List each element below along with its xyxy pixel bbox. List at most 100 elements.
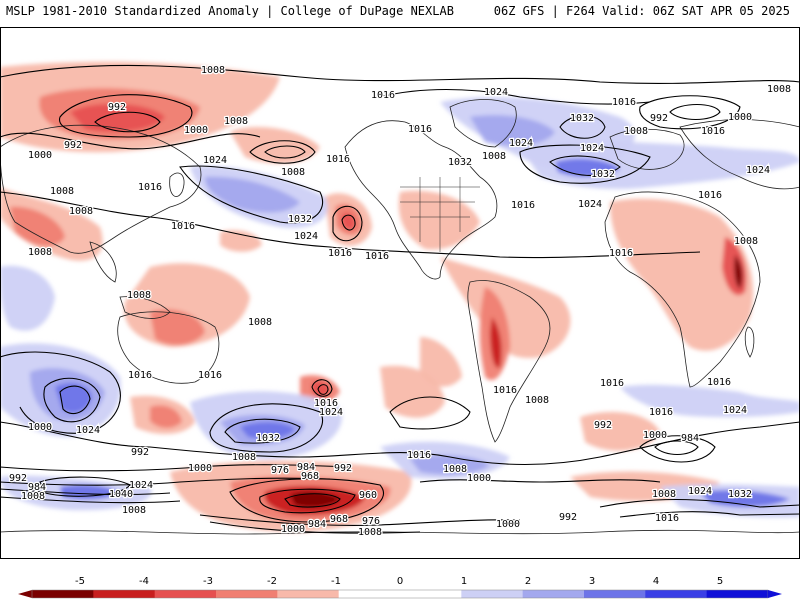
anomaly-region-pos1 xyxy=(620,384,800,418)
colorbar-segment xyxy=(338,590,401,598)
isobar-label: 1000 xyxy=(496,519,520,530)
isobar-label: 1016 xyxy=(408,124,432,135)
isobar-label: 1016 xyxy=(701,126,725,137)
anomaly-region-neg2 xyxy=(10,206,65,247)
anomaly-region-neg2 xyxy=(150,309,205,346)
colorbar-tick-label: -4 xyxy=(139,576,149,587)
isobar-label: 1008 xyxy=(50,186,74,197)
isobar-label: 1000 xyxy=(188,463,212,474)
isobar-label: 1016 xyxy=(198,370,222,381)
isobar-label: 1016 xyxy=(707,377,731,388)
isobar-label: 1008 xyxy=(127,290,151,301)
isobar-label: 1032 xyxy=(448,157,472,168)
isobar-label: 1016 xyxy=(493,385,517,396)
isobar-label: 1008 xyxy=(28,247,52,258)
isobar-label: 1000 xyxy=(728,112,752,123)
anomaly-region-neg2 xyxy=(150,405,182,428)
anomaly-shading xyxy=(0,61,800,532)
coastlines xyxy=(0,99,800,535)
anomaly-region-neg1 xyxy=(220,230,262,252)
isobar-label: 1008 xyxy=(21,491,45,502)
colorbar-segment xyxy=(32,590,94,598)
anomaly-region-neg1 xyxy=(420,337,462,387)
isobar-label: 1024 xyxy=(578,199,602,210)
anomaly-region-pos3 xyxy=(700,489,790,508)
colorbar-tick-label: -2 xyxy=(267,576,277,587)
anomaly-region-neg5 xyxy=(734,255,743,289)
isobar-contours xyxy=(0,64,800,534)
anomaly-region-pos3 xyxy=(55,383,92,413)
colorbar-tick-label: 2 xyxy=(525,576,531,587)
isobar-label: 992 xyxy=(650,113,668,124)
isobar-label: 992 xyxy=(64,140,82,151)
anomaly-region-pos3 xyxy=(240,421,295,439)
isobar-label: 1000 xyxy=(28,422,52,433)
isobar-label: 1024 xyxy=(129,480,153,491)
anomaly-region-neg1 xyxy=(610,198,754,351)
isobar-label: 1040 xyxy=(109,489,133,500)
isobar-label: 1016 xyxy=(407,450,431,461)
isobar-label: 976 xyxy=(362,516,380,527)
colorbar-segment xyxy=(584,590,646,598)
anomaly-region-neg3 xyxy=(342,213,356,230)
isobar-label: 1016 xyxy=(171,221,195,232)
isobar-label: 1008 xyxy=(652,489,676,500)
anomaly-colorbar: -5 -4 -3 -2 -1 0 1 2 3 4 5 xyxy=(18,576,782,599)
isobar-label: 1008 xyxy=(525,395,549,406)
isobar-label: 1024 xyxy=(319,407,343,418)
isobar-label: 1024 xyxy=(509,138,533,149)
colorbar-tick-label: 0 xyxy=(397,576,403,587)
colorbar-tick-label: 4 xyxy=(653,576,659,587)
isobar-label: 1032 xyxy=(256,433,280,444)
anomaly-region-neg3 xyxy=(70,103,165,132)
isobar-label: 992 xyxy=(594,420,612,431)
colorbar-tick-labels: -5 -4 -3 -2 -1 0 1 2 3 4 5 xyxy=(75,576,723,587)
isobar-label: 1008 xyxy=(232,452,256,463)
colorbar-segment xyxy=(706,590,769,598)
anomaly-region-pos2 xyxy=(205,176,300,213)
colorbar-segment xyxy=(277,590,340,598)
anomaly-region-neg1 xyxy=(580,412,660,451)
isobar-label: 984 xyxy=(681,433,699,444)
colorbar-tick-label: 5 xyxy=(717,576,723,587)
isobar-label: 1008 xyxy=(224,116,248,127)
map-title: MSLP 1981-2010 Standardized Anomaly | Co… xyxy=(6,4,454,18)
isobar-label: 1016 xyxy=(138,182,162,193)
colorbar-tick-label: 3 xyxy=(589,576,595,587)
isobar-label: 1024 xyxy=(580,143,604,154)
isobar-label: 1016 xyxy=(128,370,152,381)
anomaly-region-neg4 xyxy=(490,317,502,368)
anomaly-region-neg1 xyxy=(380,365,445,418)
isobar-label: 992 xyxy=(9,473,27,484)
isobar-label: 1000 xyxy=(281,524,305,535)
isobar-label: 1032 xyxy=(591,169,615,180)
isobar-label: 968 xyxy=(330,514,348,525)
isobar-label: 984 xyxy=(308,519,326,530)
colorbar-segment xyxy=(216,590,278,598)
colorbar-tick-label: -1 xyxy=(331,576,341,587)
isobar-label: 968 xyxy=(301,471,319,482)
isobar-label: 1008 xyxy=(248,317,272,328)
colorbar-segment xyxy=(522,590,585,598)
isobar-label: 992 xyxy=(334,463,352,474)
colorbar-tick-label: 1 xyxy=(461,576,467,587)
isobar-label: 984 xyxy=(297,462,315,473)
isobar-label: 1008 xyxy=(358,527,382,538)
isobar-label: 1008 xyxy=(281,167,305,178)
anomaly-region-pos3 xyxy=(555,158,620,177)
colorbar-segment xyxy=(461,590,524,598)
isobar-label: 976 xyxy=(271,465,289,476)
isobar-label: 1000 xyxy=(28,150,52,161)
isobar-label: 992 xyxy=(108,102,126,113)
isobar-label: 1008 xyxy=(443,464,467,475)
anomaly-region-neg1 xyxy=(440,257,571,358)
isobar-label: 1016 xyxy=(698,190,722,201)
model-valid-time: 06Z GFS | F264 Valid: 06Z SAT APR 05 202… xyxy=(493,4,790,18)
isobar-label: 960 xyxy=(359,490,377,501)
isobar-label: 1024 xyxy=(294,231,318,242)
isobar-label: 1000 xyxy=(184,125,208,136)
isobar-label: 1016 xyxy=(649,407,673,418)
isobar-label: 1000 xyxy=(643,430,667,441)
colorbar-max-arrow xyxy=(768,590,782,598)
